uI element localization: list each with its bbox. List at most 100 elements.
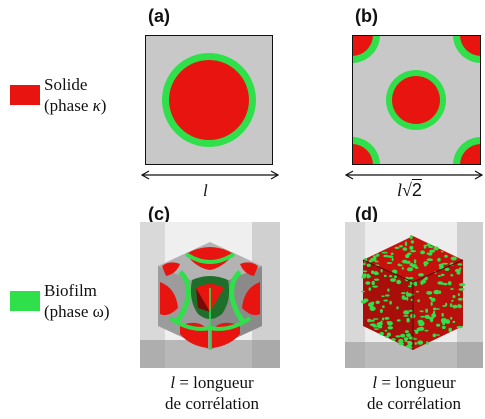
biofilm-patch — [411, 264, 418, 268]
biofilm-patch — [373, 271, 379, 276]
biofilm-patch — [402, 259, 408, 264]
biofilm-patch — [386, 332, 391, 337]
biofilm-patch — [401, 295, 406, 300]
biofilm-patch — [385, 294, 390, 297]
biofilm-patch — [398, 245, 404, 248]
biofilm-patch — [450, 316, 453, 320]
biofilm-patch — [407, 260, 411, 264]
biofilm-patch — [404, 241, 408, 246]
biofilm-patch — [441, 312, 444, 317]
biofilm-patch — [395, 335, 401, 338]
panel-b-corner-solid-tr — [460, 35, 481, 56]
biofilm-patch — [426, 243, 431, 246]
biofilm-patch — [368, 287, 372, 291]
biofilm-patch — [429, 249, 435, 253]
biofilm-patch — [457, 263, 463, 266]
biofilm-patch — [441, 262, 449, 265]
biofilm-patch — [449, 303, 453, 308]
biofilm-patch — [387, 326, 394, 330]
biofilm-patch — [419, 321, 425, 326]
biofilm-patch — [373, 328, 379, 330]
biofilm-patch — [377, 325, 383, 329]
legend-biofilm-suffix: ) — [103, 302, 110, 321]
biofilm-patch — [425, 308, 429, 313]
biofilm-patch — [375, 300, 380, 304]
biofilm-patch — [380, 268, 383, 273]
biofilm-patch — [410, 240, 414, 244]
biofilm-patch — [377, 321, 383, 326]
biofilm-patch — [381, 251, 388, 254]
biofilm-patch — [426, 252, 432, 255]
biofilm-patch — [369, 323, 376, 327]
biofilm-patch — [381, 295, 385, 297]
biofilm-patch — [409, 293, 412, 296]
legend-solid-swatch — [10, 85, 40, 105]
biofilm-patch — [382, 305, 385, 308]
biofilm-patch — [398, 338, 404, 344]
biofilm-patch — [374, 260, 379, 263]
biofilm-patch — [442, 282, 448, 286]
biofilm-patch — [396, 319, 401, 322]
biofilm-patch — [452, 304, 458, 309]
biofilm-patch — [428, 316, 434, 320]
biofilm-patch — [457, 304, 462, 309]
panel-d-caption: l = longueur de corrélation — [339, 372, 485, 414]
biofilm-patch — [417, 340, 424, 345]
biofilm-patch — [369, 306, 376, 311]
biofilm-patch — [457, 297, 463, 301]
biofilm-patch — [391, 338, 396, 341]
panel-b-diagram — [352, 35, 481, 165]
biofilm-patch — [401, 266, 404, 270]
legend-biofilm-line2: (phase ω) — [44, 301, 110, 322]
biofilm-patch — [393, 275, 397, 279]
biofilm-patch — [368, 259, 372, 263]
biofilm-patch — [418, 273, 424, 277]
biofilm-patch — [405, 254, 410, 259]
panel-c-cube — [140, 222, 280, 368]
panel-b-dimension-label: l√2 — [397, 180, 422, 201]
biofilm-patch — [404, 330, 409, 334]
biofilm-patch — [362, 270, 368, 273]
biofilm-patch — [381, 317, 385, 321]
biofilm-patch — [430, 301, 433, 306]
biofilm-patch — [452, 320, 456, 324]
biofilm-patch — [390, 278, 397, 282]
biofilm-patch — [423, 261, 429, 265]
biofilm-patch — [391, 257, 394, 262]
biofilm-patch — [437, 281, 443, 285]
biofilm-patch — [435, 334, 440, 336]
biofilm-patch — [409, 281, 412, 286]
legend-biofilm-text: Biofilm (phase ω) — [44, 280, 110, 322]
biofilm-patch — [363, 273, 367, 277]
biofilm-patch — [428, 245, 434, 248]
biofilm-patch — [435, 308, 440, 310]
biofilm-patch — [433, 310, 436, 315]
biofilm-patch — [420, 280, 426, 284]
panel-a-diagram — [145, 35, 273, 165]
biofilm-patch — [406, 267, 414, 272]
biofilm-patch — [403, 315, 409, 317]
biofilm-patch — [372, 285, 379, 288]
biofilm-patch — [417, 299, 420, 303]
biofilm-patch — [397, 264, 403, 267]
biofilm-patch — [457, 293, 460, 296]
biofilm-patch — [365, 281, 371, 285]
biofilm-patch — [376, 253, 380, 257]
biofilm-patch — [407, 346, 414, 349]
biofilm-patch — [413, 259, 417, 264]
biofilm-patch — [372, 318, 379, 320]
biofilm-patch — [426, 341, 429, 345]
legend-solid-text: Solide (phase κ) — [44, 74, 106, 116]
biofilm-patch — [441, 325, 446, 330]
biofilm-patch — [368, 302, 374, 307]
biofilm-patch — [444, 267, 450, 271]
biofilm-patch — [396, 306, 399, 310]
biofilm-patch — [440, 273, 445, 277]
panel-b-dim-radicand: 2 — [411, 180, 422, 200]
panel-b-corner-solid-bl — [352, 144, 373, 165]
panel-b-dim-symbol: l — [397, 180, 403, 200]
biofilm-patch — [450, 288, 454, 290]
biofilm-patch — [373, 278, 380, 281]
legend-biofilm-swatch — [10, 291, 40, 311]
